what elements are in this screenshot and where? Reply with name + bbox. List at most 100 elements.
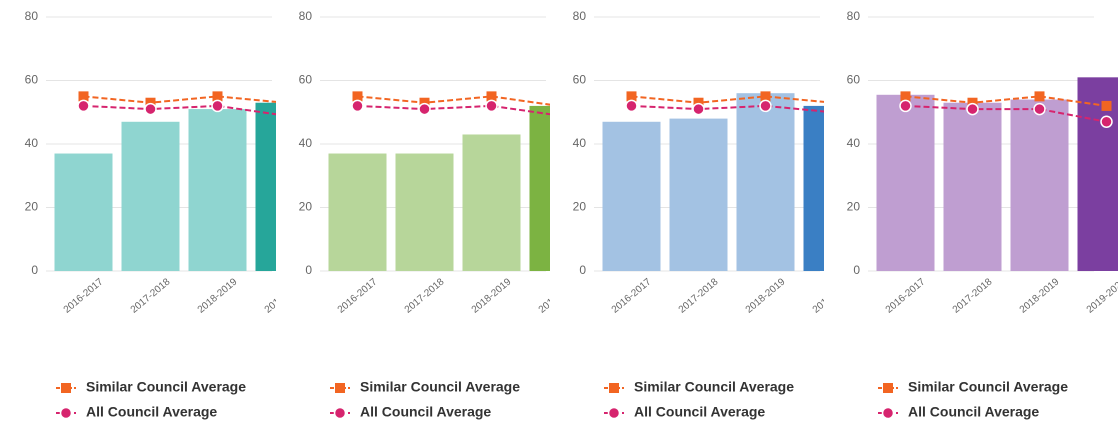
bar [602,121,661,272]
x-tick-label: 2016-2017 [884,276,928,315]
x-tick-label: 2019-2020 [537,276,581,315]
legend-label: Similar Council Average [634,379,794,395]
marker [78,91,89,102]
y-tick-label: 60 [299,73,313,87]
y-tick-label: 80 [299,9,313,23]
line [83,95,276,104]
marker [967,97,978,108]
legend-label: Similar Council Average [908,379,1068,395]
marker [279,110,290,121]
legend-label: Similar Council Average [360,379,520,395]
y-tick-label: 80 [847,9,861,23]
y-tick-label: 40 [25,136,39,150]
bar [669,118,728,271]
bar [54,153,113,271]
y-tick-label: 0 [305,263,312,277]
line [631,104,824,113]
marker [626,91,637,102]
y-tick-label: 60 [573,73,587,87]
x-tick-label: 2019-2020 [811,276,855,315]
bar [736,93,795,271]
x-tick-label: 2016-2017 [62,276,106,315]
legend-label: All Council Average [360,404,491,420]
y-tick-label: 20 [573,200,587,214]
marker [828,98,838,108]
bar [1010,99,1069,271]
bar [255,102,276,271]
x-tick-label: 2019-2020 [1085,276,1118,315]
legend-marker [881,406,895,420]
y-tick-label: 80 [25,9,39,23]
y-tick-label: 40 [847,136,861,150]
bar [188,109,247,271]
x-tick-label: 2016-2017 [610,276,654,315]
bar [395,153,454,271]
x-tick-label: 2017-2018 [403,276,447,315]
legend-label: All Council Average [86,404,217,420]
legend-marker [609,383,619,393]
x-tick-label: 2017-2018 [129,276,173,315]
x-tick-label: 2018-2019 [470,276,514,315]
marker [280,98,290,108]
legend-marker [607,406,621,420]
bar [803,105,824,272]
marker [145,97,156,108]
y-tick-label: 40 [299,136,313,150]
marker [900,91,911,102]
legend-label: All Council Average [634,404,765,420]
legend-label: All Council Average [908,404,1039,420]
marker [554,101,564,111]
marker [692,102,705,116]
chart-panel: 0 20 40 60 80 2016-2017 2017-2018 2018-2019 2019… [299,9,581,420]
y-tick-label: 40 [573,136,587,150]
y-tick-label: 20 [25,200,39,214]
bar [121,121,180,272]
marker [144,102,157,116]
marker [1034,91,1045,102]
marker [899,99,912,113]
marker [351,99,364,113]
marker [212,91,223,102]
marker [966,102,979,116]
legend-marker [335,383,345,393]
x-tick-label: 2018-2019 [196,276,240,315]
line [631,95,824,104]
marker [625,99,638,113]
marker [485,99,498,113]
x-tick-label: 2017-2018 [951,276,995,315]
marker [211,99,224,113]
y-tick-label: 80 [573,9,587,23]
legend-marker [883,383,893,393]
x-tick-label: 2019-2020 [263,276,307,315]
marker [760,91,771,102]
bar [462,134,521,271]
line [83,104,276,116]
marker [77,99,90,113]
line [905,104,1107,123]
bar [876,94,935,271]
x-tick-label: 2017-2018 [677,276,721,315]
y-tick-label: 60 [847,73,861,87]
y-tick-label: 20 [299,200,313,214]
legend-marker [61,383,71,393]
chart-panel: 0 20 40 60 80 2016-2017 2017-2018 2018-2019 2019… [847,9,1118,420]
marker [418,102,431,116]
marker [759,99,772,113]
y-tick-label: 0 [579,263,586,277]
bar [943,102,1002,271]
legend-marker [59,406,73,420]
x-tick-label: 2018-2019 [1018,276,1062,315]
bar [328,153,387,271]
y-tick-label: 0 [853,263,860,277]
marker [1101,100,1112,111]
chart-panel: 0 20 40 60 80 2016-2017 2017-2018 2018-2019 2019… [25,9,307,420]
marker [486,91,497,102]
y-tick-label: 0 [31,263,38,277]
marker [827,107,838,118]
y-tick-label: 60 [25,73,39,87]
legend-marker [333,406,347,420]
line [905,95,1107,107]
bar [1077,77,1118,271]
marker [352,91,363,102]
